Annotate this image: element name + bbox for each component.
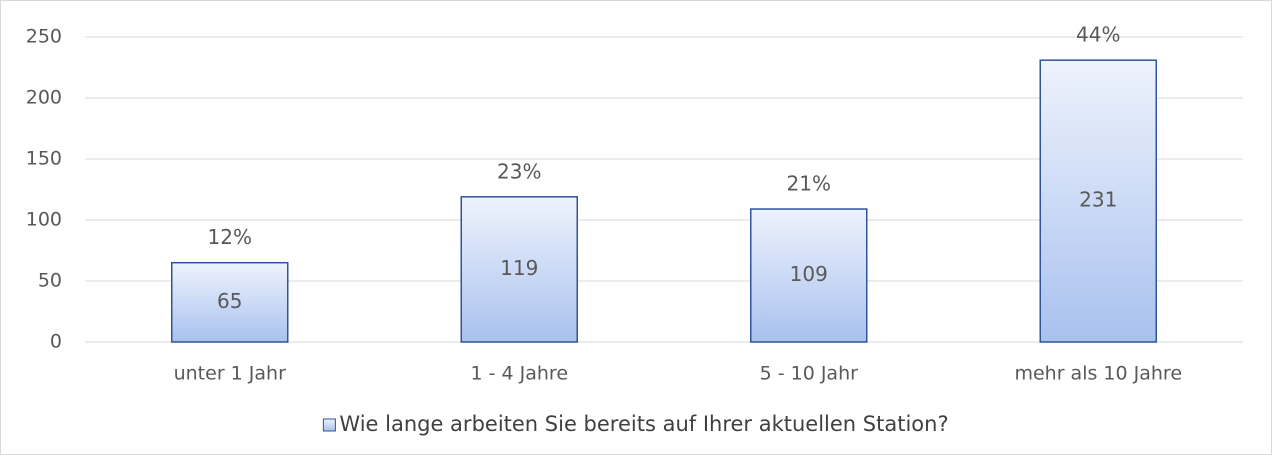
- value-label: 231: [1079, 188, 1117, 212]
- legend-swatch: [322, 418, 336, 432]
- share-label: 44%: [1076, 23, 1120, 47]
- bar: [1039, 59, 1157, 343]
- x-tick-label: unter 1 Jahr: [174, 363, 286, 385]
- value-label: 109: [790, 262, 828, 286]
- x-tick-label: 1 - 4 Jahre: [470, 363, 568, 385]
- share-label: 23%: [497, 159, 541, 183]
- value-label: 119: [500, 256, 538, 280]
- bar: [171, 261, 289, 343]
- x-tick-label: mehr als 10 Jahre: [1014, 363, 1182, 385]
- y-tick-label: 150: [26, 148, 62, 170]
- y-tick-label: 250: [26, 26, 62, 48]
- share-label: 12%: [208, 225, 252, 249]
- bar: [460, 196, 578, 343]
- legend-label: Wie lange arbeiten Sie bereits auf Ihrer…: [339, 412, 948, 436]
- x-tick-label: 5 - 10 Jahr: [760, 363, 859, 385]
- bar: [750, 208, 868, 343]
- value-label: 65: [217, 289, 242, 313]
- share-label: 21%: [787, 172, 831, 196]
- y-tick-label: 200: [26, 87, 62, 109]
- y-tick-label: 100: [26, 209, 62, 231]
- y-tick-label: 0: [50, 331, 62, 353]
- y-tick-label: 50: [38, 270, 62, 292]
